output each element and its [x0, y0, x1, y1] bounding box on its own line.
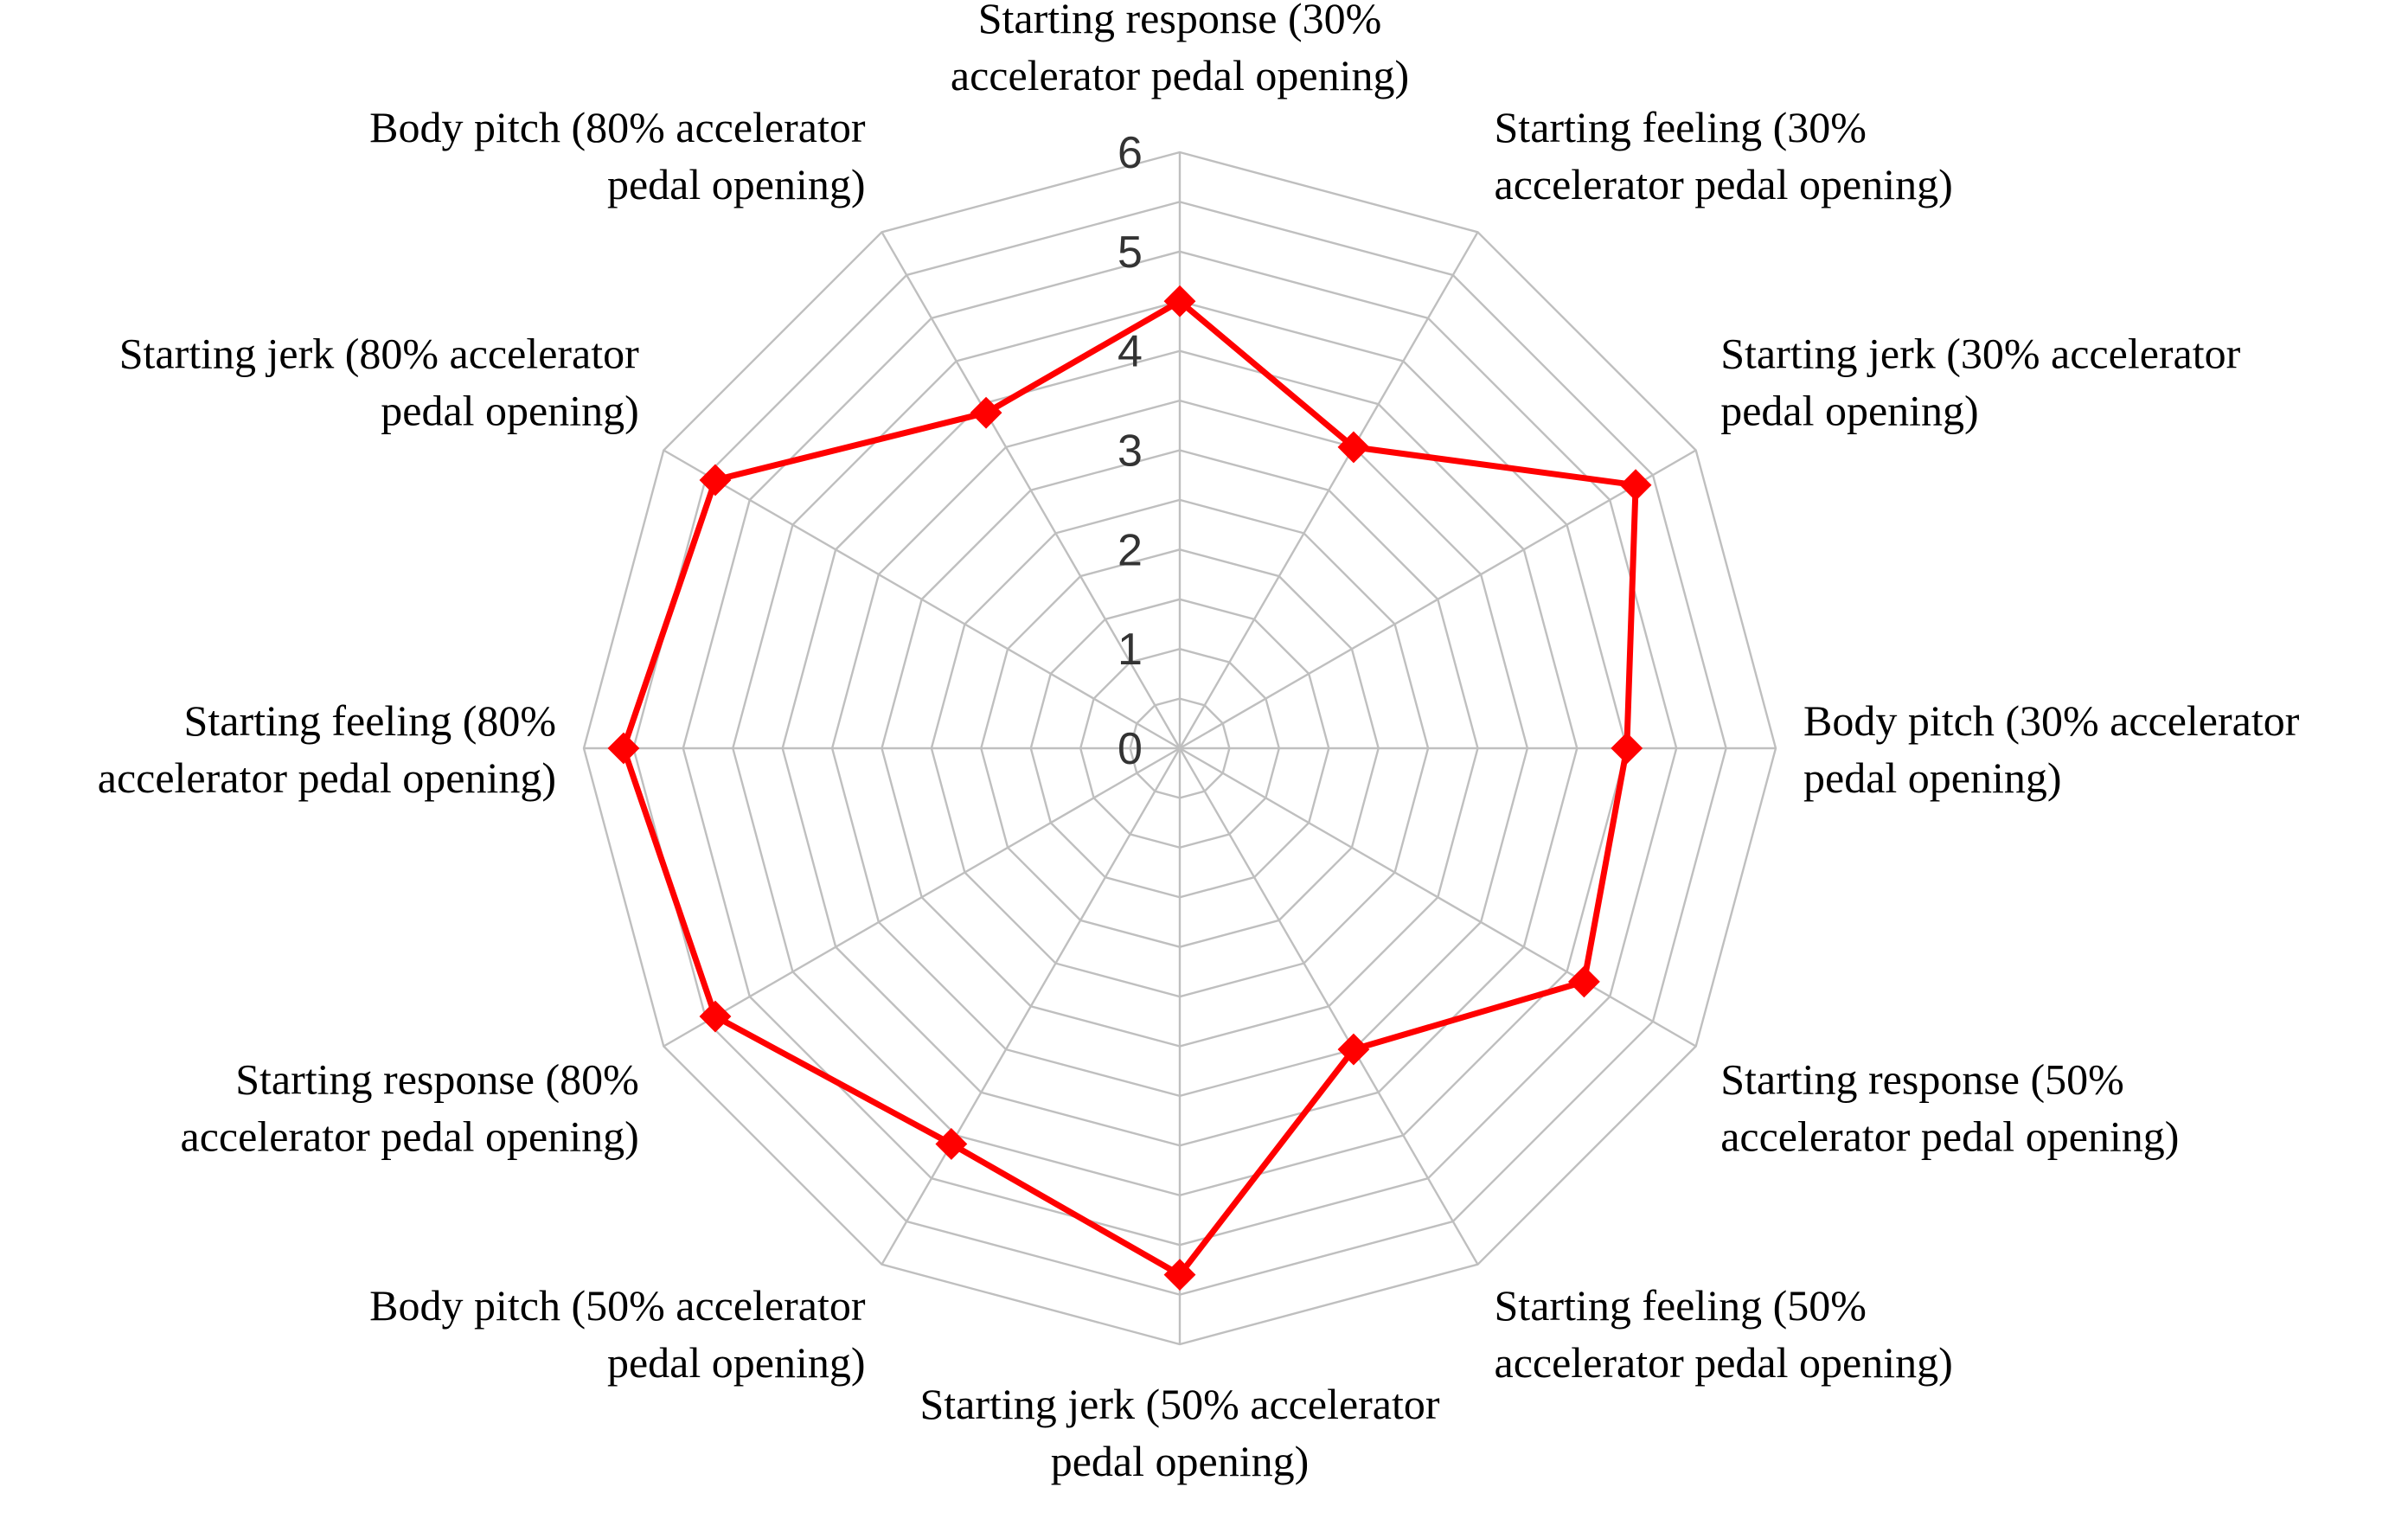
category-label-line: accelerator pedal opening): [951, 51, 1409, 99]
category-label-line: Starting feeling (30%: [1495, 103, 1867, 151]
grid-spoke: [1178, 231, 1479, 749]
category-label-line: accelerator pedal opening): [98, 753, 556, 802]
category-label: Body pitch (80% accelerator pedal opening…: [369, 103, 866, 208]
grid-spoke: [663, 747, 1181, 1048]
category-label: Starting feeling (30% accelerator pedal o…: [1495, 103, 1953, 208]
tick-label: 2: [1118, 525, 1143, 575]
category-label: Body pitch (50% accelerator pedal opening…: [369, 1281, 866, 1387]
category-label-line: pedal opening): [607, 160, 866, 208]
category-label-line: Starting response (50%: [1720, 1055, 2124, 1104]
category-label-line: pedal opening): [607, 1338, 866, 1387]
series-layer: [607, 285, 1652, 1291]
data-point: [935, 1128, 968, 1160]
tick-label: 0: [1118, 724, 1143, 774]
category-label-line: accelerator pedal opening): [1495, 1338, 1953, 1387]
category-label-line: accelerator pedal opening): [181, 1112, 639, 1161]
category-label-line: Starting response (30%: [978, 0, 1382, 42]
radar-grid: [582, 151, 1777, 1346]
category-label: Starting response (30% accelerator pedal …: [951, 0, 1409, 99]
grid-spoke: [1179, 449, 1697, 750]
category-label-line: Starting feeling (80%: [184, 696, 556, 745]
data-point: [1611, 732, 1643, 765]
grid-spoke: [663, 449, 1181, 750]
category-label: Starting jerk (50% accelerator pedal open…: [919, 1380, 1439, 1485]
tick-label: 5: [1118, 228, 1143, 278]
category-label-line: Starting jerk (50% accelerator: [919, 1380, 1439, 1428]
category-label: Starting response (50% accelerator pedal …: [1720, 1055, 2179, 1161]
grid-spoke: [881, 747, 1182, 1266]
data-point: [699, 1000, 732, 1033]
tick-label: 6: [1118, 128, 1143, 178]
category-label: Body pitch (30% accelerator pedal opening…: [1803, 696, 2300, 802]
category-label-line: Starting feeling (50%: [1495, 1281, 1867, 1330]
category-label-line: pedal opening): [381, 387, 639, 435]
data-point: [1163, 1259, 1196, 1291]
category-label-line: Starting jerk (80% accelerator: [119, 330, 639, 378]
data-point: [970, 396, 1002, 429]
category-label-line: Body pitch (50% accelerator: [369, 1281, 866, 1330]
tick-label: 1: [1118, 625, 1143, 675]
category-labels: Starting response (30% accelerator pedal …: [98, 0, 2300, 1485]
grid-spoke: [881, 231, 1182, 749]
category-label-line: Body pitch (80% accelerator: [369, 103, 866, 151]
category-label: Starting feeling (50% accelerator pedal o…: [1495, 1281, 1953, 1387]
grid-spoke: [1178, 747, 1479, 1266]
category-label-line: Starting response (80%: [235, 1055, 639, 1104]
data-point: [1619, 469, 1652, 502]
grid-spoke: [1179, 747, 1697, 1048]
data-point: [1163, 285, 1196, 317]
data-point: [607, 732, 640, 765]
category-label: Starting feeling (80% accelerator pedal o…: [98, 696, 556, 802]
category-label-line: pedal opening): [1720, 387, 1979, 435]
category-label-line: pedal opening): [1051, 1437, 1310, 1485]
data-point: [1567, 965, 1600, 998]
category-label: Starting response (80% accelerator pedal …: [181, 1055, 639, 1161]
category-label: Starting jerk (30% accelerator pedal open…: [1720, 330, 2240, 435]
category-label-line: Starting jerk (30% accelerator: [1720, 330, 2240, 378]
category-label-line: pedal opening): [1803, 753, 2062, 802]
category-label-line: accelerator pedal opening): [1720, 1112, 2179, 1161]
data-point: [1337, 1033, 1370, 1066]
category-label-line: accelerator pedal opening): [1495, 160, 1953, 208]
data-point: [699, 464, 732, 497]
category-label-line: Body pitch (30% accelerator: [1803, 696, 2300, 745]
tick-label: 3: [1118, 426, 1143, 477]
data-point: [1337, 431, 1370, 464]
category-label: Starting jerk (80% accelerator pedal open…: [119, 330, 639, 435]
